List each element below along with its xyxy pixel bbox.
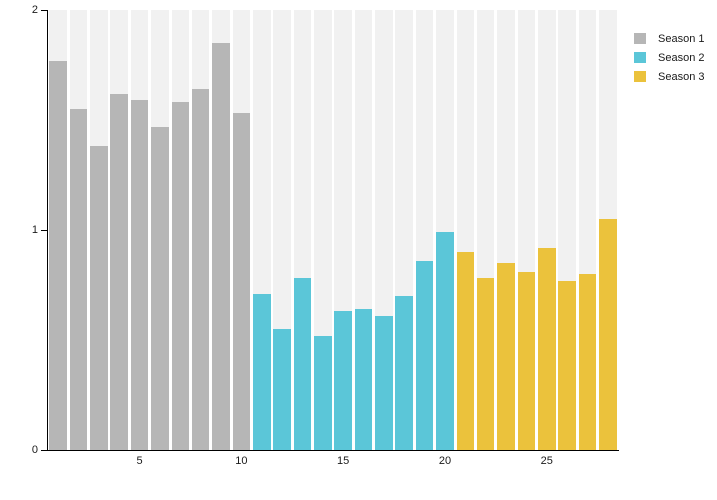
bar-season1-ep8: [191, 89, 210, 450]
y-tick: [41, 10, 47, 11]
y-tick-label: 1: [31, 224, 38, 236]
bar-season3-ep28: [599, 219, 617, 450]
bar-season1-ep6: [151, 126, 169, 450]
bar-season1-ep4: [110, 93, 129, 450]
bar-season1-ep10: [232, 113, 251, 450]
bar-season3-ep24: [517, 271, 536, 450]
y-axis-line: [47, 10, 48, 451]
legend-label: Season 2: [658, 52, 705, 64]
bar-season3-ep22: [476, 278, 495, 450]
y-tick-label: 2: [31, 4, 38, 16]
bar-season2-ep13: [293, 278, 312, 450]
bar-season3-ep26: [558, 280, 576, 450]
bar-season1-ep2: [69, 109, 88, 450]
bar-season1-ep7: [171, 102, 190, 450]
legend-label: Season 1: [658, 33, 705, 45]
legend-swatch-icon: [634, 71, 646, 82]
legend-label: Season 3: [658, 71, 705, 83]
bar-season1-ep1: [49, 60, 67, 450]
x-tick-label: 20: [438, 455, 452, 467]
bar-season2-ep14: [314, 335, 332, 450]
bar-season2-ep15: [334, 311, 352, 450]
bar-season3-ep25: [537, 247, 556, 450]
legend-swatch-icon: [634, 33, 646, 44]
bar-season2-ep16: [354, 309, 373, 450]
x-tick-label: 5: [136, 455, 143, 467]
bar-season2-ep12: [273, 329, 291, 450]
bar-season2-ep11: [252, 293, 271, 450]
x-tick-label: 10: [235, 455, 248, 467]
bar-season1-ep5: [130, 100, 149, 450]
bar-season3-ep27: [578, 274, 597, 450]
bar-season2-ep19: [415, 260, 434, 450]
x-axis-line: [41, 450, 619, 451]
legend-swatch-icon: [634, 52, 646, 63]
plot-area: [48, 10, 618, 450]
bar-season2-ep17: [375, 315, 393, 450]
y-tick: [41, 230, 47, 231]
bar-season3-ep21: [456, 252, 475, 450]
bar-season1-ep9: [212, 43, 230, 450]
x-tick-label: 25: [540, 455, 553, 467]
bar-season2-ep20: [436, 232, 454, 450]
bar-season3-ep23: [497, 263, 515, 450]
bar-season2-ep18: [395, 296, 414, 450]
y-tick-label: 0: [31, 444, 38, 456]
x-tick-label: 15: [337, 455, 350, 467]
bar-season1-ep3: [90, 146, 108, 450]
